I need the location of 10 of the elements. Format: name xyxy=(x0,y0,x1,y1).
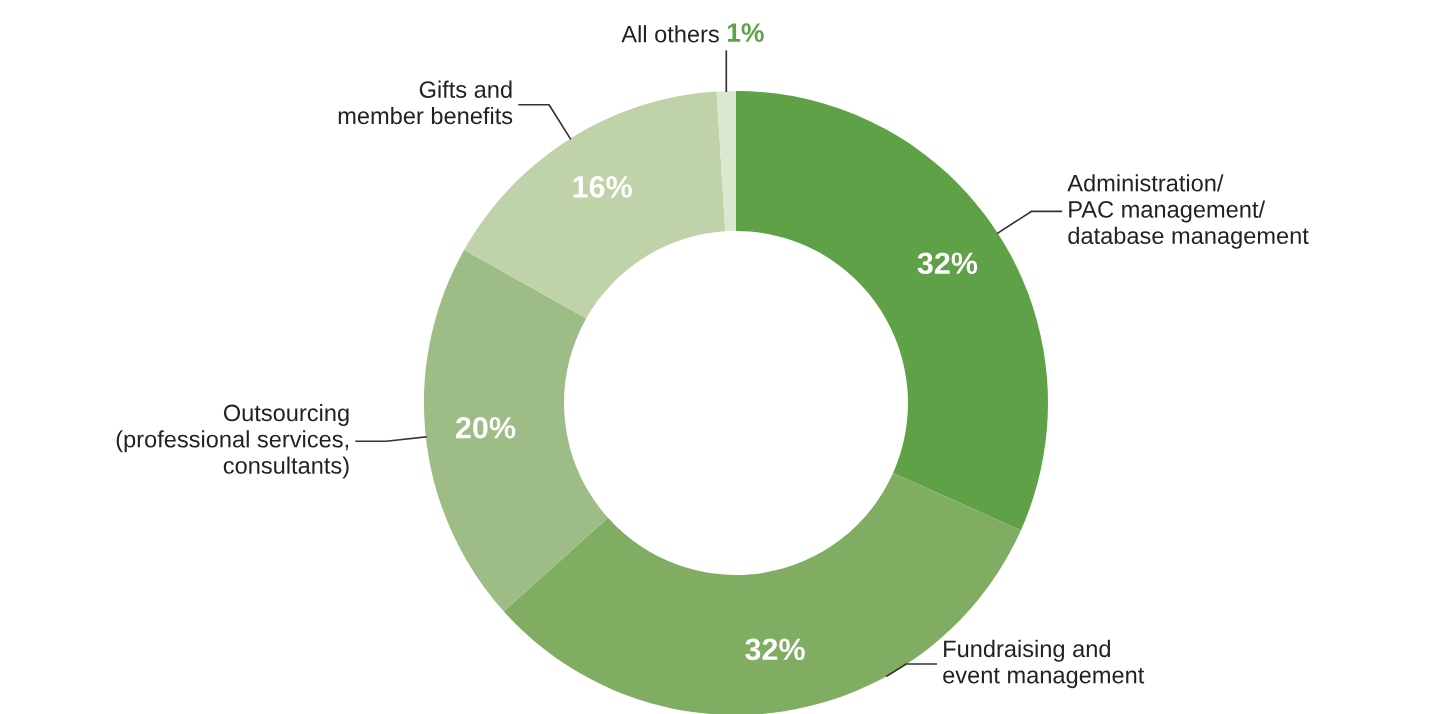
data-label: 16% xyxy=(573,176,632,198)
slice-label: Fundraising and event management xyxy=(943,639,1145,689)
data-label: 32% xyxy=(745,638,805,661)
slice-label: Outsourcing (professional services, consultants) xyxy=(116,403,349,479)
data-label: 32% xyxy=(917,252,978,275)
data-label: 1% xyxy=(727,23,764,42)
data-label: 20% xyxy=(455,416,516,439)
slice-label: Gifts and member benefits xyxy=(338,80,513,125)
slice-label: All others xyxy=(621,25,719,43)
slice-label: Administration/ PAC management/ database management xyxy=(1067,174,1309,249)
